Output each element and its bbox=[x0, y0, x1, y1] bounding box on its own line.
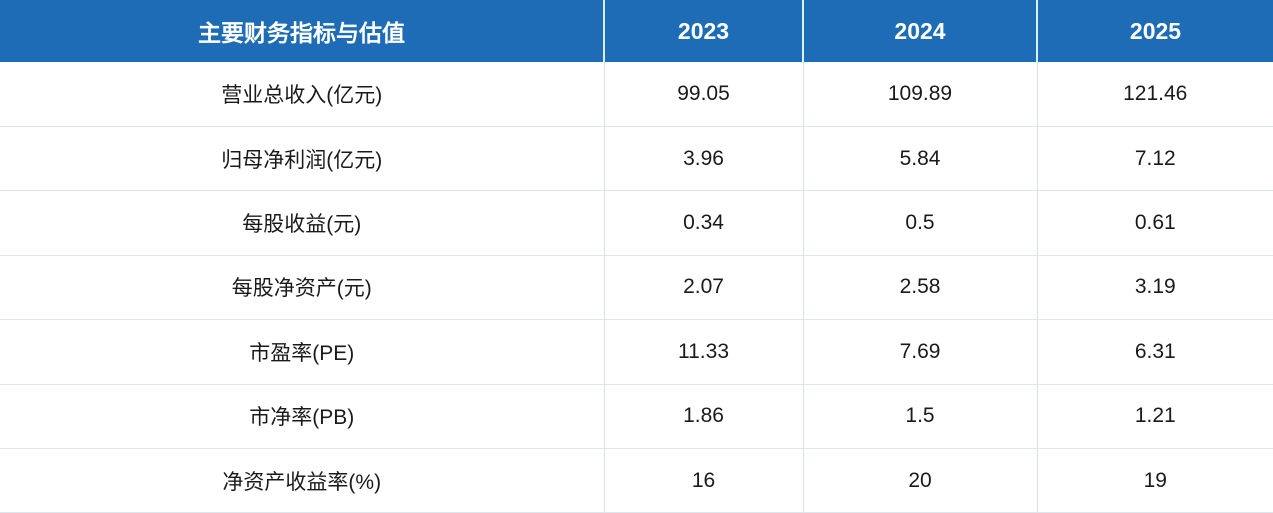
row-label: 营业总收入(亿元) bbox=[0, 62, 604, 127]
cell-value: 16 bbox=[603, 448, 803, 513]
cell-value: 2.07 bbox=[603, 255, 803, 321]
cell-value: 6.31 bbox=[1036, 319, 1273, 385]
cell-value: 7.12 bbox=[1036, 126, 1273, 192]
cell-value: 1.5 bbox=[802, 384, 1037, 450]
cell-value: 2.58 bbox=[802, 255, 1037, 321]
cell-value: 7.69 bbox=[802, 319, 1037, 385]
row-label: 归母净利润(亿元) bbox=[0, 126, 604, 192]
row-label: 每股收益(元) bbox=[0, 190, 604, 256]
table-row-eps: 每股收益(元) 0.34 0.5 0.61 bbox=[0, 190, 1273, 256]
header-row: 主要财务指标与估值 2023 2024 2025 bbox=[0, 0, 1273, 62]
table-row-bvps: 每股净资产(元) 2.07 2.58 3.19 bbox=[0, 255, 1273, 321]
table-row-net-profit: 归母净利润(亿元) 3.96 5.84 7.12 bbox=[0, 126, 1273, 192]
cell-value: 0.34 bbox=[603, 190, 803, 256]
cell-value: 3.96 bbox=[603, 126, 803, 192]
year-header-2025: 2025 bbox=[1036, 0, 1273, 62]
table-title-cell: 主要财务指标与估值 bbox=[0, 0, 604, 62]
table-row-pb: 市净率(PB) 1.86 1.5 1.21 bbox=[0, 384, 1273, 450]
cell-value: 20 bbox=[802, 448, 1037, 513]
row-label: 市净率(PB) bbox=[0, 384, 604, 450]
table-row-total-revenue: 营业总收入(亿元) 99.05 109.89 121.46 bbox=[0, 62, 1273, 127]
cell-value: 19 bbox=[1036, 448, 1273, 513]
cell-value: 99.05 bbox=[603, 62, 803, 127]
cell-value: 11.33 bbox=[603, 319, 803, 385]
table-row-pe: 市盈率(PE) 11.33 7.69 6.31 bbox=[0, 319, 1273, 385]
table-header: 主要财务指标与估值 2023 2024 2025 bbox=[0, 0, 1273, 62]
cell-value: 0.5 bbox=[802, 190, 1037, 256]
cell-value: 0.61 bbox=[1036, 190, 1273, 256]
cell-value: 1.21 bbox=[1036, 384, 1273, 450]
year-header-2024: 2024 bbox=[802, 0, 1037, 62]
table-row-roe: 净资产收益率(%) 16 20 19 bbox=[0, 448, 1273, 513]
year-header-2023: 2023 bbox=[603, 0, 803, 62]
table-body: 营业总收入(亿元) 99.05 109.89 121.46 归母净利润(亿元) … bbox=[0, 62, 1273, 513]
row-label: 净资产收益率(%) bbox=[0, 448, 604, 513]
cell-value: 3.19 bbox=[1036, 255, 1273, 321]
row-label: 每股净资产(元) bbox=[0, 255, 604, 321]
cell-value: 5.84 bbox=[802, 126, 1037, 192]
cell-value: 109.89 bbox=[802, 62, 1037, 127]
cell-value: 1.86 bbox=[603, 384, 803, 450]
cell-value: 121.46 bbox=[1036, 62, 1273, 127]
row-label: 市盈率(PE) bbox=[0, 319, 604, 385]
